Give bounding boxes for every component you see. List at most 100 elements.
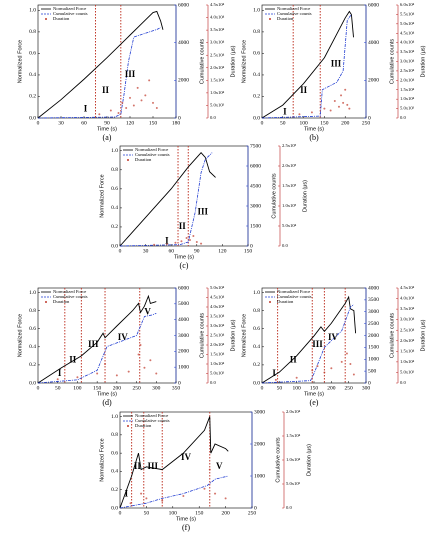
y3-tick-label: 5.0x10³ xyxy=(210,371,225,376)
duration-point xyxy=(165,243,168,245)
y2-tick-label: 6000 xyxy=(178,2,189,8)
y3-tick-label: 2.5x10⁴ xyxy=(210,333,225,338)
y-tick-label: 0.2 xyxy=(111,224,118,230)
y3-tick-label: 4.5x10⁴ xyxy=(210,2,225,7)
duration-point xyxy=(129,96,131,99)
y-tick-label: 0.8 xyxy=(253,29,260,35)
y3-tick-label: 2.5x10⁴ xyxy=(400,327,415,332)
x-tick-label: 60 xyxy=(81,120,87,126)
x-tick-label: 0 xyxy=(261,385,264,391)
y3-axis-label: Duration (μs) xyxy=(420,45,426,77)
y-tick-label: 1.0 xyxy=(29,290,36,296)
x-tick-label: 150 xyxy=(244,248,253,254)
x-tick-label: 250 xyxy=(248,510,257,516)
y3-tick-label: 0.0 xyxy=(282,243,288,248)
y2-tick-label: 4500 xyxy=(250,183,261,189)
x-axis-label: Time (s) xyxy=(304,126,324,132)
y-tick-label: 0.6 xyxy=(111,450,118,456)
panel-label: (f) xyxy=(182,523,190,532)
x-axis-label: Time (s) xyxy=(97,126,117,132)
y3-tick-label: 1.5x10⁵ xyxy=(282,183,297,188)
panel: 0 30 60 90 120 150 180 0.0 0.2 0.4 0.6 0.8 1.0 0 2000 4… xyxy=(17,2,236,142)
y2-tick-label: 6000 xyxy=(368,2,379,8)
x-tick-label: 150 xyxy=(149,120,158,126)
y2-tick-label: 3000 xyxy=(254,409,265,415)
x-tick-label: 50 xyxy=(144,510,150,516)
y-tick-label: 0.6 xyxy=(29,51,36,57)
legend-symbol xyxy=(127,425,129,427)
series-line xyxy=(37,27,161,119)
y2-tick-label: 500 xyxy=(368,368,377,374)
y3-tick-label: 2.5x10⁵ xyxy=(282,143,297,148)
y3-tick-label: 5.0x10³ xyxy=(400,106,415,111)
duration-point xyxy=(323,107,326,110)
duration-point xyxy=(340,94,343,97)
y2-axis-label: Cumulative counts xyxy=(389,313,395,358)
y-tick-label: 0.4 xyxy=(29,72,36,78)
duration-point xyxy=(129,502,132,505)
y-tick-label: 0.6 xyxy=(111,186,118,192)
duration-point xyxy=(174,241,177,244)
duration-point xyxy=(145,497,148,500)
duration-point xyxy=(125,106,128,109)
y3-tick-label: 4.0x10⁴ xyxy=(210,15,225,20)
y2-tick-label: 0 xyxy=(178,380,181,386)
x-tick-label: 30 xyxy=(58,120,64,126)
y2-axis-label: Cumulative counts xyxy=(389,39,395,84)
x-tick-label: 90 xyxy=(194,248,200,254)
y3-tick-label: 2.0x10⁴ xyxy=(400,338,415,343)
phase-label: I xyxy=(283,107,287,117)
y2-tick-label: 3000 xyxy=(368,309,379,315)
y2-axis-label: Cumulative counts xyxy=(199,313,205,358)
phase-label: II xyxy=(300,85,308,95)
y3-axis-label: Duration (μs) xyxy=(230,45,236,77)
phase-label: IV xyxy=(181,452,192,462)
y2-axis-label: Cumulative counts xyxy=(271,173,277,218)
duration-point xyxy=(352,373,355,376)
legend-label: Normalized Force xyxy=(53,6,86,11)
legend-label: Normalized Force xyxy=(135,413,168,418)
duration-point xyxy=(298,113,301,116)
phase-label: II xyxy=(69,354,77,364)
y-tick-label: 1.0 xyxy=(253,8,260,14)
y-tick-label: 0.2 xyxy=(29,94,36,100)
series-line xyxy=(119,475,229,509)
duration-point xyxy=(144,94,147,97)
y-tick-label: 0.4 xyxy=(253,344,260,350)
series-line xyxy=(119,416,229,509)
duration-point xyxy=(345,352,348,355)
y3-tick-label: 4.0x10⁴ xyxy=(210,304,225,309)
duration-point xyxy=(340,360,343,363)
duration-point xyxy=(109,109,112,112)
y3-tick-label: 4.5x10⁴ xyxy=(400,30,415,35)
phase-label: III xyxy=(331,58,342,68)
y-tick-label: 0.8 xyxy=(253,308,260,314)
y3-axis-label: Duration (μs) xyxy=(420,319,426,351)
y3-tick-label: 5.0x10⁴ xyxy=(210,285,225,290)
y3-tick-label: 1.5x10⁴ xyxy=(400,87,415,92)
x-tick-label: 180 xyxy=(172,120,181,126)
duration-point xyxy=(140,492,143,495)
y2-tick-label: 4000 xyxy=(178,40,189,46)
y3-tick-label: 1.0x10⁴ xyxy=(400,359,415,364)
duration-point xyxy=(161,499,164,502)
duration-point xyxy=(342,101,345,104)
legend-label: Cumulative counts xyxy=(135,152,170,157)
panel: 0 50 100 150 200 250 0.0 0.2 0.4 0.6 0.8 1.0 0 2000 40… xyxy=(241,2,426,142)
y2-tick-label: 1000 xyxy=(178,364,189,370)
y3-tick-label: 2.0x10⁴ xyxy=(210,65,225,70)
duration-point xyxy=(185,237,188,239)
y3-tick-label: 0.0 xyxy=(400,115,406,120)
phase-label: I xyxy=(165,235,169,245)
duration-point xyxy=(121,101,124,104)
y3-tick-label: 2.0x10⁴ xyxy=(210,342,225,347)
y3-tick-label: 1.5x10⁴ xyxy=(400,348,415,353)
duration-point xyxy=(56,378,59,381)
x-tick-label: 150 xyxy=(93,385,102,391)
y-tick-label: 0.0 xyxy=(253,115,260,121)
duration-point xyxy=(143,366,146,369)
legend-label: Cumulative counts xyxy=(53,294,88,299)
y-tick-label: 1.0 xyxy=(29,8,36,14)
x-tick-label: 50 xyxy=(280,120,286,126)
duration-point xyxy=(349,363,352,365)
